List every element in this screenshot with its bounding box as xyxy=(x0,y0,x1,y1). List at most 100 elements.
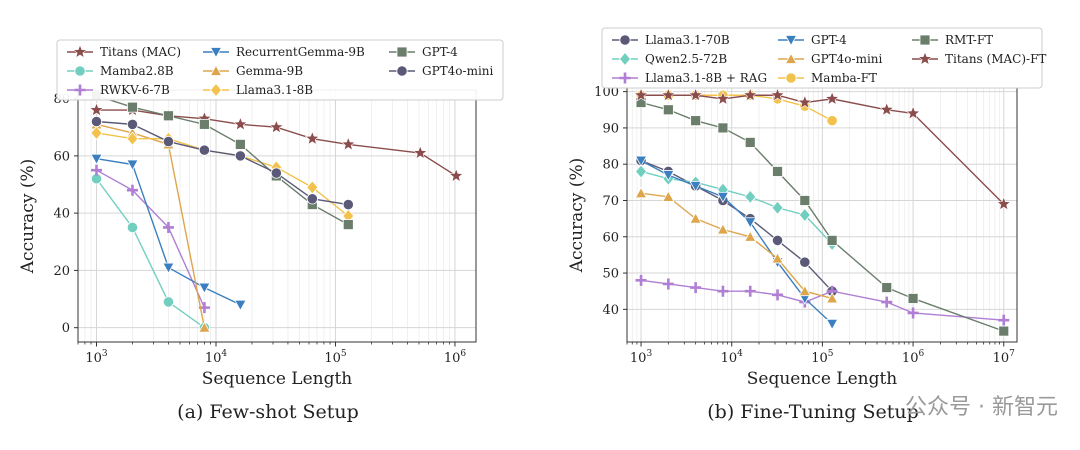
series-mamba2-8b xyxy=(90,173,211,334)
data-point xyxy=(744,137,756,148)
legend-item: GPT-4 xyxy=(778,33,847,47)
legend-label: Llama3.1-8B xyxy=(236,83,313,97)
legend-item: Mamba-FT xyxy=(778,71,877,85)
x-tick-label: 106 xyxy=(902,349,925,366)
data-point xyxy=(635,274,647,286)
data-point xyxy=(163,110,174,122)
legend-marker xyxy=(396,65,408,77)
data-point xyxy=(907,293,919,304)
legend-item: Llama3.1-8B + RAG xyxy=(612,71,767,85)
data-point xyxy=(232,116,248,131)
legend-item: Gemma-9B xyxy=(203,64,303,78)
legend-marker xyxy=(785,72,797,84)
data-point xyxy=(662,278,674,290)
series-rwkv-6-7b xyxy=(91,164,210,314)
y-tick-label: 50 xyxy=(602,267,619,282)
data-point xyxy=(825,292,839,304)
data-point xyxy=(89,102,104,117)
legend-box xyxy=(601,27,1043,89)
series-gemma-9b xyxy=(90,118,211,333)
legend-marker xyxy=(209,64,223,76)
legend-marker xyxy=(784,35,798,47)
data-point xyxy=(198,282,211,294)
legend-box xyxy=(56,39,504,101)
legend-item: Mamba2.8B xyxy=(67,64,174,78)
data-point xyxy=(690,115,702,127)
x-tick-label: 106 xyxy=(444,349,467,366)
data-point xyxy=(662,190,675,202)
legend-marker xyxy=(917,51,933,66)
data-point xyxy=(771,200,784,215)
data-point xyxy=(744,217,757,229)
data-point xyxy=(717,285,729,297)
data-point xyxy=(306,180,319,195)
legend-marker xyxy=(74,65,86,77)
legend-item: GPT-4 xyxy=(389,45,458,59)
legend-label: RWKV-6-7B xyxy=(100,83,170,97)
legend-label: Titans (MAC)-FT xyxy=(945,52,1046,66)
data-point xyxy=(270,167,282,179)
series-titans-mac-ft xyxy=(633,87,1012,211)
y-axis-label: Accuracy (%) xyxy=(567,158,587,273)
legend: Titans (MAC) Mamba2.8B RWKV-6-7B RecurrentG… xyxy=(56,39,504,101)
legend-item: GPT4o-mini xyxy=(778,52,883,66)
y-axis-label: Accuracy (%) xyxy=(18,159,38,274)
data-point xyxy=(126,221,139,234)
legend-item: Titans (MAC) xyxy=(67,44,181,59)
data-point xyxy=(340,136,356,151)
series-qwen2-5-72b xyxy=(635,164,839,252)
data-point xyxy=(412,145,428,160)
data-point xyxy=(90,125,103,141)
legend-item: RWKV-6-7B xyxy=(67,83,170,97)
legend-marker xyxy=(209,47,223,59)
series-line xyxy=(95,178,205,329)
x-tick-label: 105 xyxy=(324,349,347,366)
data-point xyxy=(91,164,103,176)
x-tick-label: 103 xyxy=(85,349,108,366)
legend-marker xyxy=(209,82,223,98)
legend-item: RMT-FT xyxy=(912,33,993,47)
data-point xyxy=(744,189,757,204)
data-point xyxy=(744,285,756,297)
data-point xyxy=(771,252,784,264)
data-point xyxy=(126,159,139,171)
data-point xyxy=(881,296,893,308)
series-line xyxy=(640,159,833,325)
data-point xyxy=(998,325,1010,337)
y-tick-label: 40 xyxy=(602,303,619,318)
x-tick-label: 104 xyxy=(205,349,228,366)
x-tick-label: 103 xyxy=(630,349,653,366)
data-point xyxy=(162,221,174,233)
y-tick-label: 100 xyxy=(594,85,619,100)
series-line xyxy=(96,95,349,226)
data-point xyxy=(825,318,839,331)
legend-label: RMT-FT xyxy=(945,33,993,47)
y-tick-label: 60 xyxy=(53,149,70,164)
data-point xyxy=(688,87,704,102)
data-point xyxy=(634,186,648,199)
grid xyxy=(626,88,1017,342)
data-point xyxy=(306,193,318,205)
series-gpt4o-mini xyxy=(634,186,839,304)
y-tick-label: 90 xyxy=(602,121,619,136)
data-point xyxy=(998,314,1010,326)
few-shot-chart: 020406080103104105106Sequence LengthAccu… xyxy=(18,39,504,423)
y-tick-label: 80 xyxy=(602,158,619,173)
data-point xyxy=(234,139,246,150)
data-point xyxy=(771,234,784,246)
y-tick-label: 60 xyxy=(602,230,619,245)
data-point xyxy=(198,144,211,156)
data-point xyxy=(633,87,649,102)
data-point xyxy=(198,321,211,333)
legend-label: GPT-4 xyxy=(422,45,458,59)
legend-item: RecurrentGemma-9B xyxy=(203,45,365,59)
data-point xyxy=(634,155,648,167)
series-rmt-ft xyxy=(635,97,1010,337)
legend-marker xyxy=(619,72,631,84)
data-point xyxy=(448,168,464,183)
data-point xyxy=(689,212,702,224)
data-point xyxy=(797,94,813,109)
legend-label: GPT-4 xyxy=(811,33,847,47)
data-point xyxy=(162,296,175,308)
legend-item: Llama3.1-70B xyxy=(612,33,730,47)
